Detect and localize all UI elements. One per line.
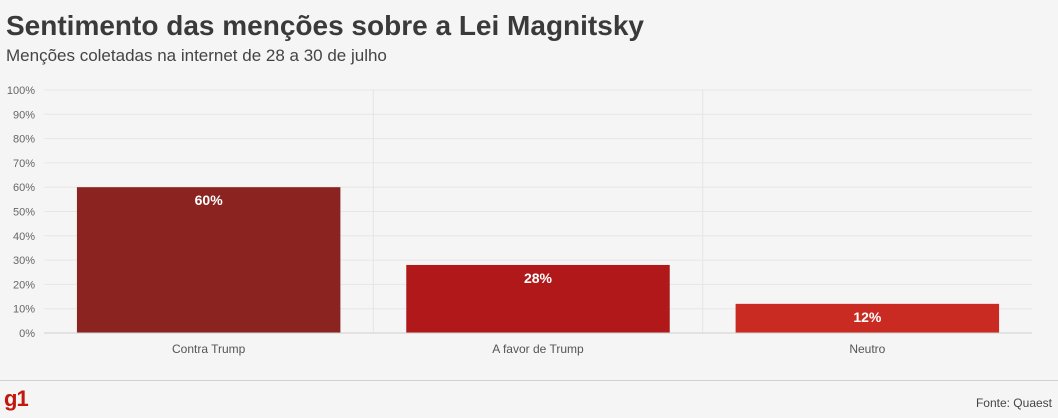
y-tick-label: 40%: [13, 231, 35, 243]
bar-value-label: 12%: [853, 309, 882, 325]
x-axis: Contra Trump A favor de Trump Neutro: [44, 332, 1032, 356]
bar: [406, 264, 670, 333]
y-tick-label: 0%: [19, 328, 35, 340]
bars: 60% 28% 12%: [76, 187, 1000, 333]
footer-divider: [0, 380, 1058, 381]
bar-value-label: 60%: [195, 192, 224, 208]
y-tick-label: 30%: [13, 255, 35, 267]
y-tick-label: 70%: [13, 158, 35, 170]
source-note: Fonte: Quaest: [975, 396, 1052, 410]
bar: [76, 187, 341, 333]
y-tick-label: 50%: [13, 207, 35, 219]
y-tick-label: 90%: [13, 109, 35, 121]
y-tick-label: 60%: [13, 182, 35, 194]
y-tick-label: 10%: [13, 304, 35, 316]
y-tick-label: 20%: [13, 279, 35, 291]
y-axis: 0% 10% 20% 30% 40% 50% 60% 70% 80% 90% 100%: [7, 85, 35, 340]
x-tick-label: Neutro: [849, 342, 885, 356]
bar-chart: 0% 10% 20% 30% 40% 50% 60% 70% 80% 90% 100% 60% 28%…: [7, 85, 1032, 356]
x-tick-label: A favor de Trump: [492, 342, 584, 356]
y-tick-label: 80%: [13, 134, 35, 146]
x-tick-label: Contra Trump: [172, 342, 246, 356]
chart-subtitle: Menções coletadas na internet de 28 a 30…: [6, 46, 387, 65]
bar: [735, 303, 1000, 333]
y-tick-label: 100%: [7, 85, 35, 97]
g1-logo: g1: [4, 386, 29, 411]
chart-title: Sentimento das menções sobre a Lei Magni…: [6, 10, 644, 41]
bar-value-label: 28%: [524, 270, 553, 286]
